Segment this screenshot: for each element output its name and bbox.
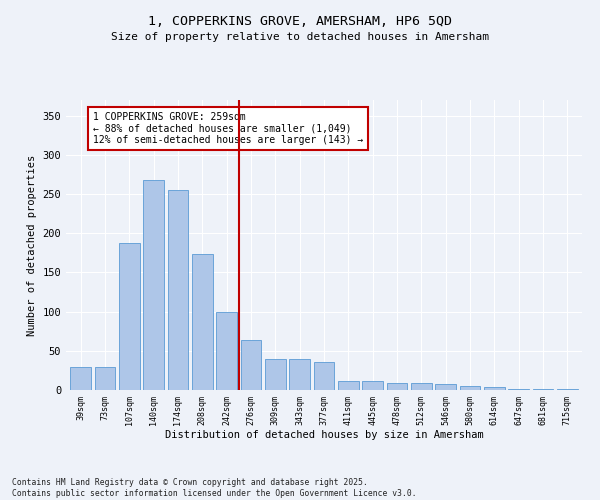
Bar	[167, 190, 188, 390]
Bar	[143, 180, 164, 390]
Bar	[386, 383, 407, 390]
Bar	[436, 384, 456, 390]
Bar	[508, 389, 529, 390]
Text: Size of property relative to detached houses in Amersham: Size of property relative to detached ho…	[111, 32, 489, 42]
Bar	[314, 362, 334, 390]
Bar	[362, 380, 383, 390]
Bar	[265, 358, 286, 390]
Bar	[95, 368, 115, 390]
Bar	[557, 389, 578, 390]
Y-axis label: Number of detached properties: Number of detached properties	[27, 154, 37, 336]
Bar	[460, 386, 481, 390]
Text: Contains HM Land Registry data © Crown copyright and database right 2025.
Contai: Contains HM Land Registry data © Crown c…	[12, 478, 416, 498]
Bar	[119, 244, 140, 390]
X-axis label: Distribution of detached houses by size in Amersham: Distribution of detached houses by size …	[164, 430, 484, 440]
Bar	[70, 368, 91, 390]
Bar	[241, 340, 262, 390]
Bar	[192, 254, 212, 390]
Bar	[411, 383, 432, 390]
Bar	[289, 360, 310, 390]
Bar	[338, 380, 359, 390]
Text: 1 COPPERKINS GROVE: 259sqm
← 88% of detached houses are smaller (1,049)
12% of s: 1 COPPERKINS GROVE: 259sqm ← 88% of deta…	[93, 112, 363, 145]
Bar	[216, 312, 237, 390]
Text: 1, COPPERKINS GROVE, AMERSHAM, HP6 5QD: 1, COPPERKINS GROVE, AMERSHAM, HP6 5QD	[148, 15, 452, 28]
Bar	[484, 387, 505, 390]
Bar	[533, 389, 553, 390]
